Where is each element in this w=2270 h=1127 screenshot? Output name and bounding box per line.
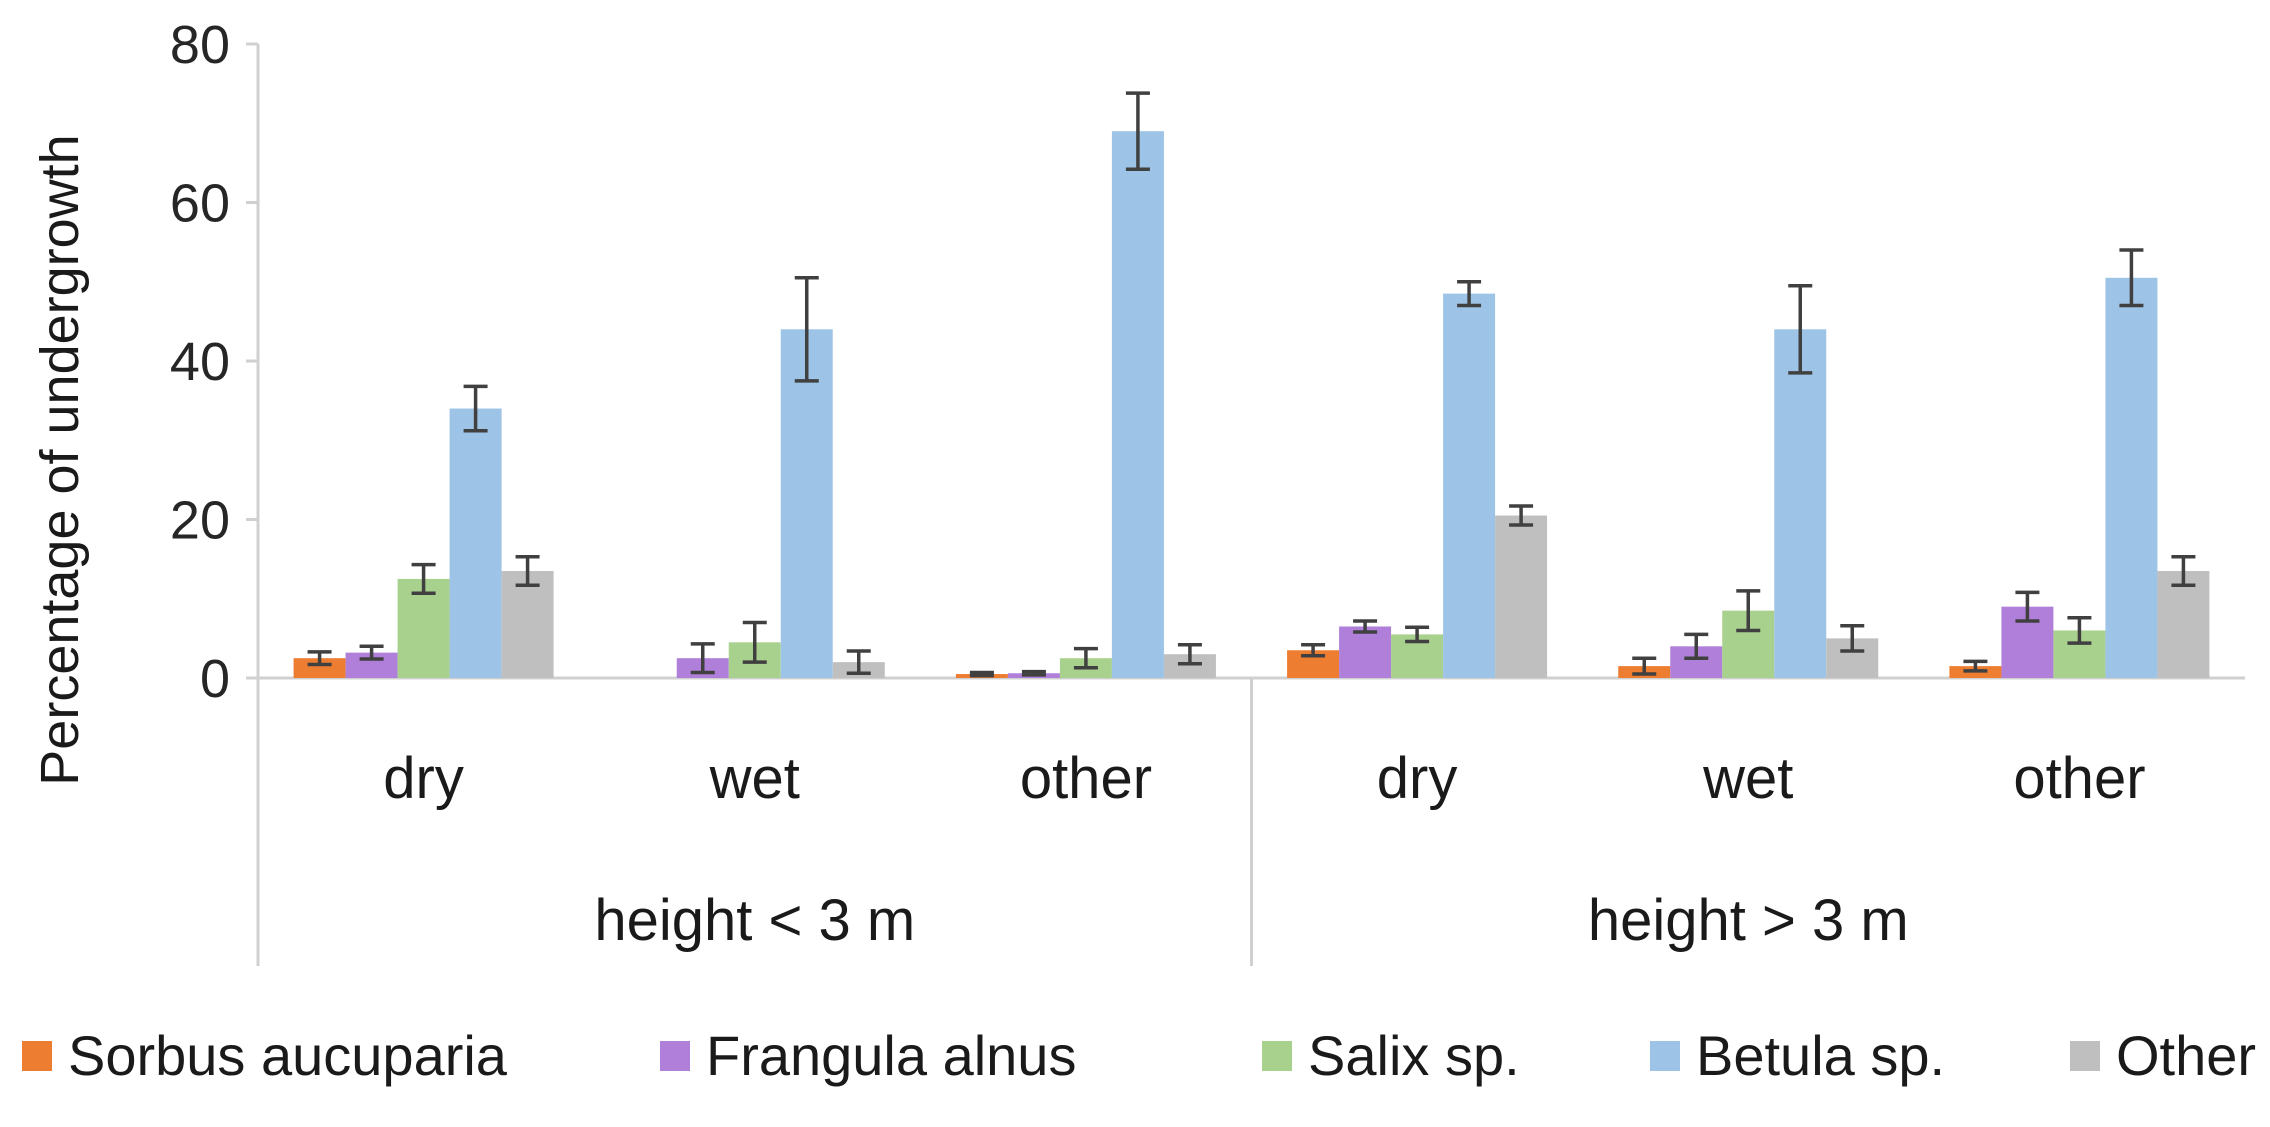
bar-betula-sp- <box>1443 293 1496 678</box>
axes <box>246 42 2245 966</box>
legend-swatch-other <box>2070 1041 2100 1071</box>
bar-betula-sp- <box>2105 277 2158 678</box>
bar-betula-sp- <box>1111 131 1164 679</box>
bars-layer <box>293 131 2210 679</box>
bar-other <box>1495 515 1548 678</box>
y-axis-label: Percentage of undergrowth <box>30 134 90 785</box>
bar-salix-sp- <box>397 578 450 678</box>
legend-swatch-salix-sp- <box>1262 1041 1292 1071</box>
bar-sorbus-aucuparia <box>293 658 346 678</box>
legend-swatch-frangula-alnus <box>660 1041 690 1071</box>
y-tick-label: 60 <box>170 174 230 234</box>
y-tick-label: 80 <box>170 15 230 75</box>
y-tick-label: 20 <box>170 491 230 551</box>
bar-betula-sp- <box>780 329 833 678</box>
legend-label: Sorbus aucuparia <box>68 1024 508 1087</box>
category-label: wet <box>709 746 800 811</box>
legend-label: Frangula alnus <box>706 1024 1076 1087</box>
bar-betula-sp- <box>449 408 502 678</box>
category-label: other <box>1020 746 1152 811</box>
bar-other <box>501 571 554 678</box>
labels-layer: 0 20 40 60 80 Percentage of undergrowth height… <box>30 15 2146 953</box>
bar-other <box>2157 571 2210 678</box>
bar-other <box>1163 654 1216 678</box>
category-label: dry <box>1377 746 1458 811</box>
bar-betula-sp- <box>1774 329 1827 678</box>
category-label: dry <box>383 746 464 811</box>
legend-label: Salix sp. <box>1308 1024 1520 1087</box>
legend-swatch-betula-sp- <box>1650 1041 1680 1071</box>
legend: Sorbus aucuparia Frangula alnus Salix sp. B… <box>22 1024 2256 1087</box>
legend-swatch-sorbus-aucuparia <box>22 1041 52 1071</box>
category-label: wet <box>1702 746 1793 811</box>
legend-label: Betula sp. <box>1696 1024 1945 1087</box>
y-tick-label: 40 <box>170 332 230 392</box>
legend-label: Other <box>2116 1024 2256 1087</box>
bar-frangula-alnus <box>1339 626 1392 678</box>
group-label: height > 3 m <box>1588 888 1909 953</box>
group-label: height < 3 m <box>594 888 915 953</box>
category-label: other <box>2013 746 2145 811</box>
y-tick-label: 0 <box>200 649 230 709</box>
error-bars-layer <box>307 91 2196 678</box>
